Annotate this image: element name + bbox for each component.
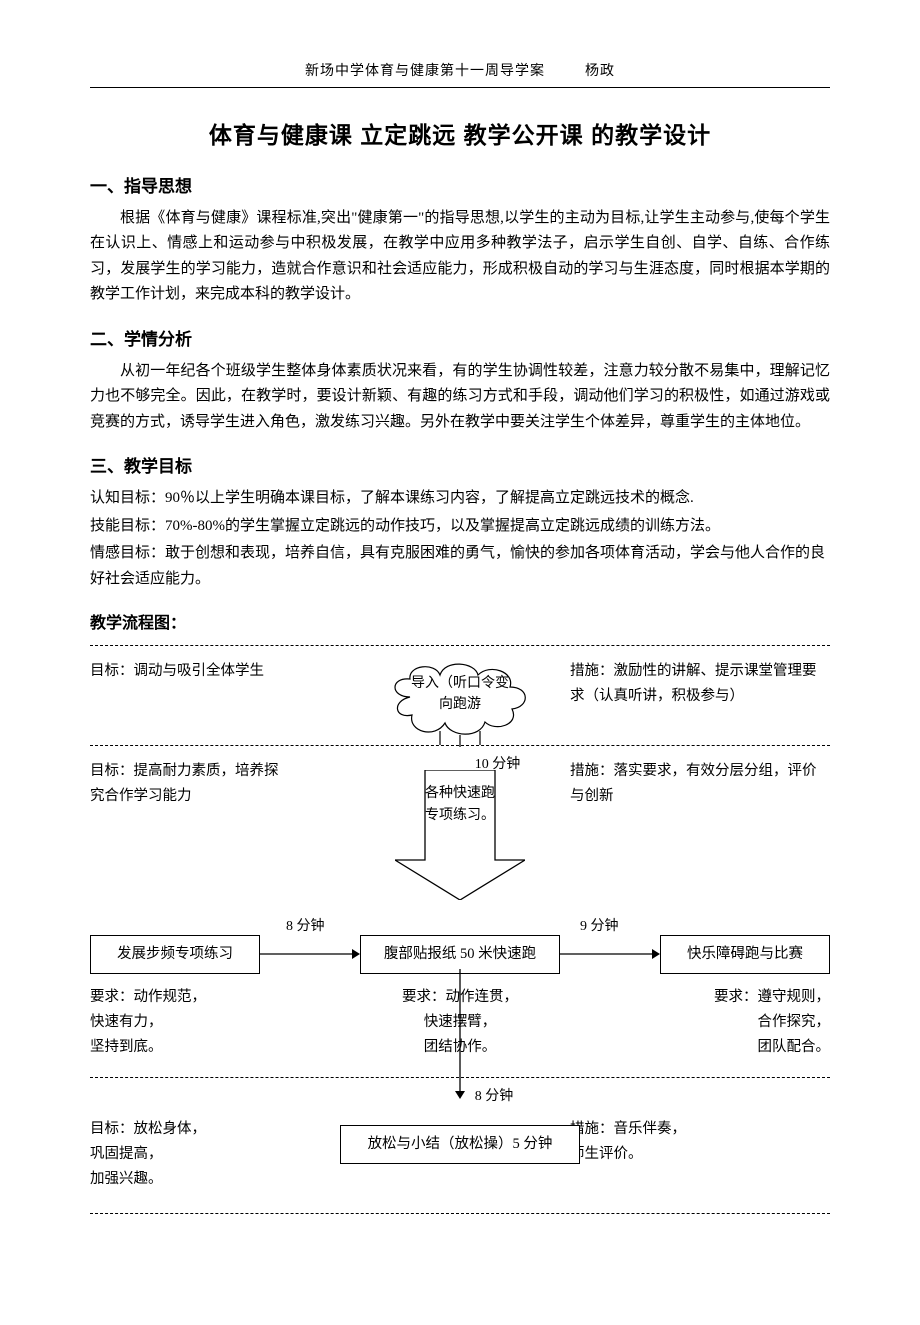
arrow-down-icon [453,969,467,1099]
arrow-right-icon [260,945,360,959]
doc-title: 体育与健康课 立定跳远 教学公开课 的教学设计 [90,116,830,155]
time-8min-b: 8 分钟 [475,1085,514,1109]
goal-skill: 技能目标：70%-80%的学生掌握立定跳远的动作技巧，以及掌握提高立定跳远成绩的… [90,514,830,540]
flowchart-title: 教学流程图： [90,610,830,637]
box-bottom: 放松与小结（放松操）5 分钟 [340,1125,580,1164]
row2-measure: 措施：落实要求，有效分层分组，评价与创新 [570,759,830,808]
header-right: 杨政 [585,64,615,79]
box-left: 发展步频专项练习 [90,935,260,974]
row1-goal: 目标：调动与吸引全体学生 [90,659,290,684]
section-2-head: 二、学情分析 [90,326,830,355]
flowchart: 目标：调动与吸引全体学生 措施：激励性的讲解、提示课堂管理要求（认真听讲，积极参… [90,645,830,1285]
cloud-text: 导入（听口令变向跑游 [405,673,515,715]
dash-line [90,645,830,646]
box-right: 快乐障碍跑与比赛 [660,935,830,974]
down-arrow-text: 各种快速跑专项练习。 [425,783,495,826]
time-9min: 9 分钟 [580,915,619,939]
arrow-right-icon [560,945,660,959]
section-1-head: 一、指导思想 [90,173,830,202]
req-right: 要求：遵守规则， 合作探究， 团队配合。 [670,985,830,1059]
req-left: 要求：动作规范， 快速有力， 坚持到底。 [90,985,270,1059]
dash-line [90,1213,830,1214]
section-2-body: 从初一年纪各个班级学生整体身体素质状况来看，有的学生协调性较差，注意力较分散不易… [90,359,830,436]
page-header: 新场中学体育与健康第十一周导学案 杨政 [90,60,830,88]
box-mid: 腹部贴报纸 50 米快速跑 [360,935,560,974]
row2-goal: 目标：提高耐力素质，培养探究合作学习能力 [90,759,290,808]
time-8min: 8 分钟 [286,915,325,939]
goal-emotion: 情感目标：敢于创想和表现，培养自信，具有克服困难的勇气，愉快的参加各项体育活动，… [90,541,830,592]
goal-cognitive: 认知目标：90％以上学生明确本课目标，了解本课练习内容，了解提高立定跳远技术的概… [90,486,830,512]
header-left: 新场中学体育与健康第十一周导学案 [305,64,545,79]
row1-measure: 措施：激励性的讲解、提示课堂管理要求（认真听讲，积极参与） [570,659,830,708]
section-1-body: 根据《体育与健康》课程标准,突出"健康第一"的指导思想,以学生的主动为目标,让学… [90,206,830,308]
row4-measure: 措施：音乐伴奏， 师生评价。 [570,1117,830,1166]
dash-line [90,745,830,746]
row4-goal: 目标：放松身体， 巩固提高， 加强兴趣。 [90,1117,290,1191]
section-3-head: 三、教学目标 [90,453,830,482]
